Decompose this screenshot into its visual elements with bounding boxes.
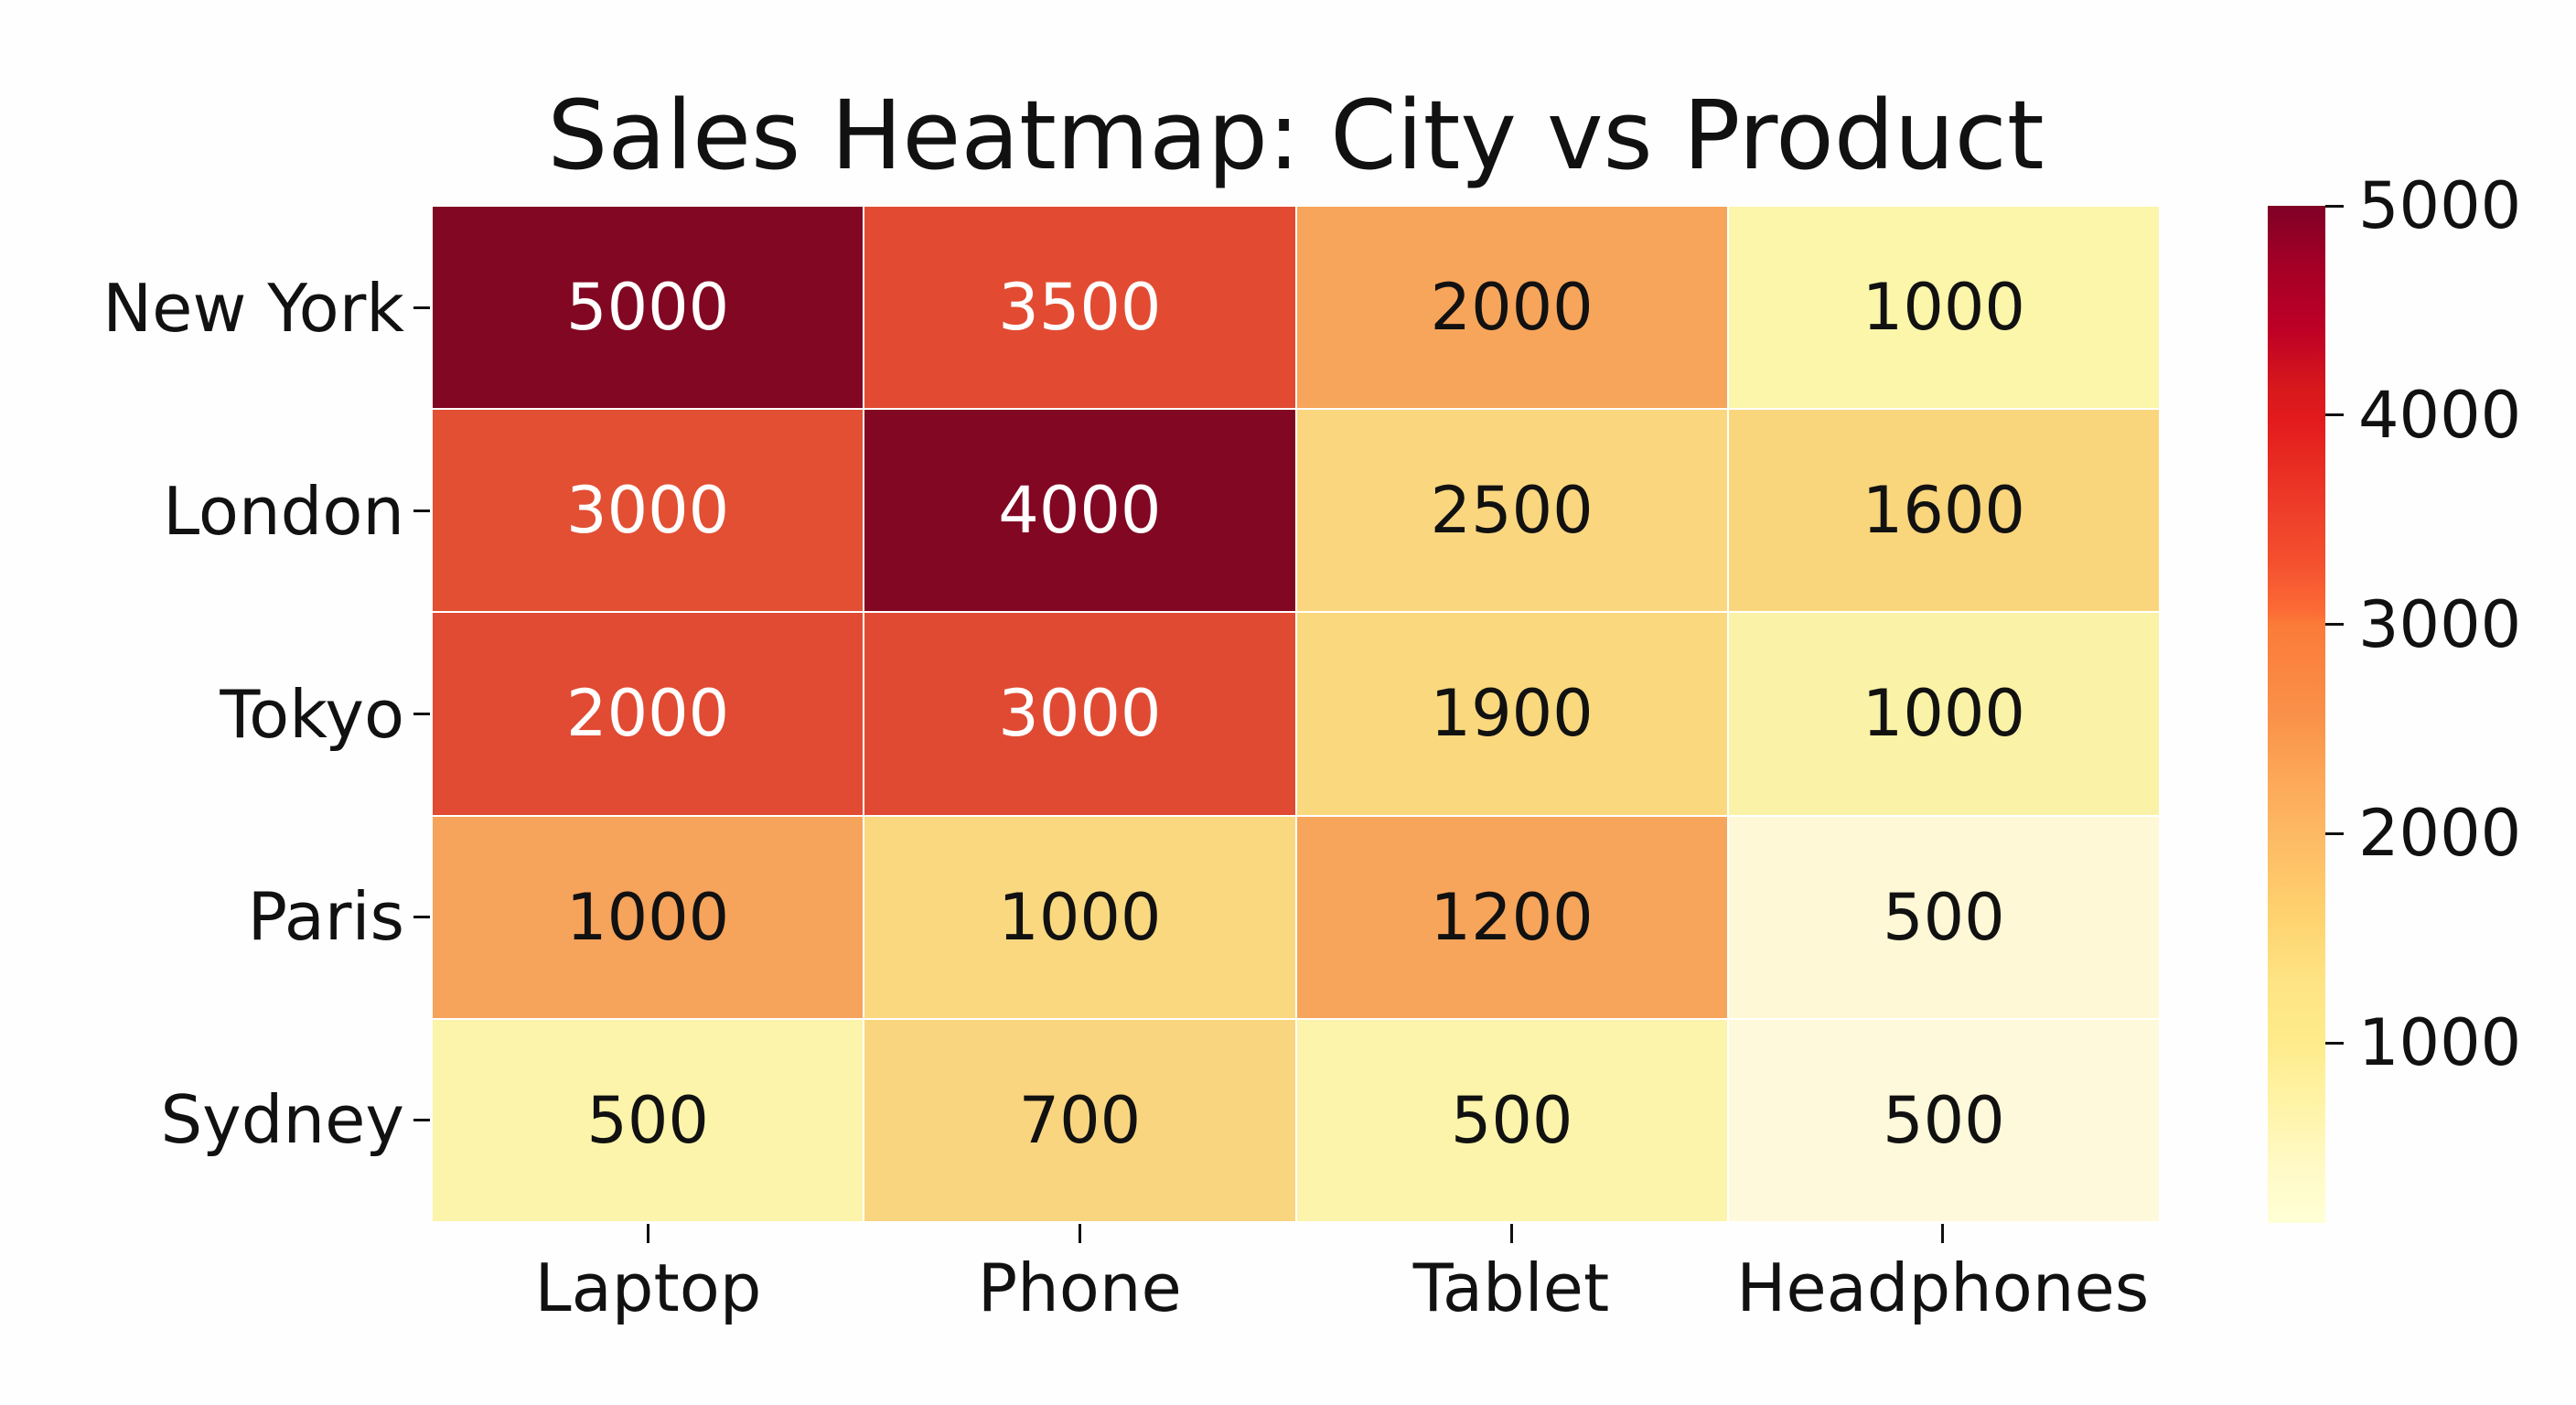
y-tick-label: Paris	[247, 878, 404, 956]
heatmap-cell: 4000	[864, 410, 1295, 612]
heatmap-cell: 700	[864, 1019, 1295, 1221]
x-tick-label: Phone	[977, 1249, 1182, 1326]
chart-title: Sales Heatmap: City vs Product	[547, 80, 2045, 191]
heatmap-cell: 3000	[433, 410, 864, 612]
colorbar-tick-mark	[2325, 204, 2344, 208]
heatmap-cell: 1200	[1296, 816, 1727, 1018]
y-tick-label: London	[163, 472, 404, 550]
heatmap-cell: 1600	[1728, 410, 2159, 612]
heatmap-cell: 500	[433, 1019, 864, 1221]
colorbar-tick-label: 5000	[2358, 168, 2522, 243]
x-tick-label: Tablet	[1412, 1249, 1610, 1326]
heatmap-cell: 1900	[1296, 613, 1727, 815]
colorbar-tick: 2000	[2325, 796, 2522, 872]
x-tick: Headphones	[1727, 1224, 2158, 1329]
y-tick: New York	[102, 267, 430, 349]
y-tick-mark	[413, 1118, 430, 1121]
y-tick: Paris	[248, 875, 430, 958]
x-tick-mark	[647, 1224, 649, 1243]
heatmap-cell: 2500	[1296, 410, 1727, 612]
colorbar-tick: 5000	[2325, 168, 2522, 243]
x-tick: Phone	[864, 1224, 1295, 1329]
heatmap-grid: 5000 3500 2000 1000 3000 4000 2500 1600 2000 3000…	[433, 207, 2159, 1221]
colorbar-tick-label: 3000	[2358, 586, 2522, 662]
x-tick-label: Laptop	[534, 1249, 762, 1326]
x-tick-mark	[1941, 1224, 1945, 1243]
heatmap-cell: 500	[1728, 1019, 2159, 1221]
x-tick-label: Headphones	[1736, 1249, 2150, 1326]
x-tick: Laptop	[433, 1224, 864, 1329]
heatmap-cell: 5000	[433, 207, 864, 409]
x-tick: Tablet	[1296, 1224, 1727, 1329]
heatmap-cell: 1000	[1728, 613, 2159, 815]
y-tick-mark	[413, 306, 430, 310]
y-tick: London	[163, 470, 430, 552]
y-tick: Sydney	[160, 1078, 430, 1161]
y-tick-label: Tokyo	[220, 675, 404, 753]
colorbar-tick: 1000	[2325, 1005, 2522, 1080]
colorbar-tick: 3000	[2325, 586, 2522, 662]
colorbar-tick-mark	[2325, 623, 2344, 626]
heatmap-cell: 2000	[433, 613, 864, 815]
heatmap-cell: 2000	[1296, 207, 1727, 409]
y-tick-label: New York	[102, 269, 404, 347]
heatmap-cell: 500	[1728, 816, 2159, 1018]
x-tick-mark	[1509, 1224, 1513, 1243]
colorbar-tick-mark	[2325, 1041, 2344, 1045]
colorbar-tick-mark	[2325, 413, 2344, 417]
colorbar-tick: 4000	[2325, 377, 2522, 453]
y-tick-mark	[413, 713, 430, 715]
y-tick-mark	[413, 509, 430, 513]
colorbar-tick-mark	[2325, 831, 2344, 835]
colorbar-tick-label: 2000	[2358, 796, 2522, 872]
x-tick-mark	[1078, 1224, 1081, 1243]
colorbar-tick-label: 4000	[2358, 377, 2522, 453]
y-tick-mark	[413, 915, 430, 918]
y-tick: Tokyo	[220, 673, 430, 756]
y-tick-label: Sydney	[160, 1081, 404, 1159]
heatmap-cell: 1000	[864, 816, 1295, 1018]
colorbar-tick-label: 1000	[2358, 1005, 2522, 1080]
heatmap-cell: 1000	[1728, 207, 2159, 409]
heatmap-cell: 3000	[864, 613, 1295, 815]
heatmap-cell: 1000	[433, 816, 864, 1018]
heatmap-cell: 500	[1296, 1019, 1727, 1221]
colorbar	[2268, 206, 2325, 1223]
heatmap-cell: 3500	[864, 207, 1295, 409]
